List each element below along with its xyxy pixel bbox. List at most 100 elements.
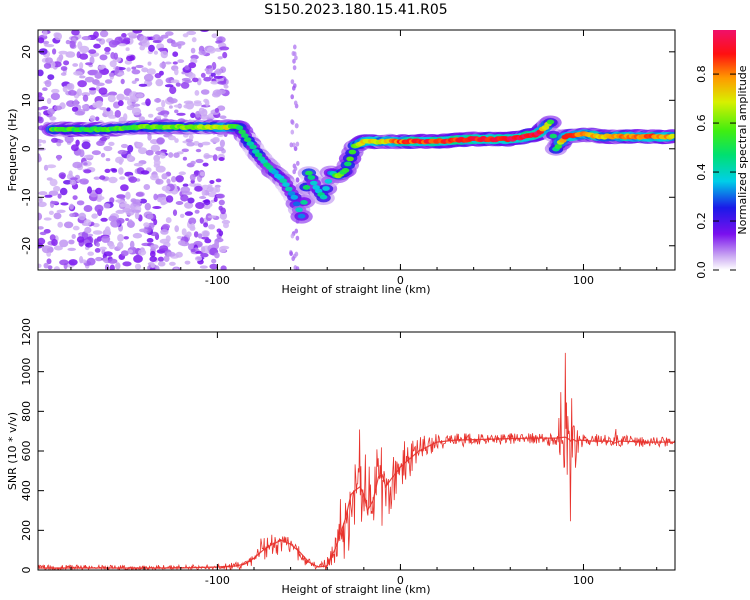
noise-speck: [126, 55, 135, 62]
noise-speck: [177, 59, 185, 63]
noise-speck: [46, 164, 57, 169]
noise-speck: [94, 72, 103, 79]
noise-speck: [198, 50, 207, 56]
noise-speck: [163, 255, 170, 262]
noise-speck: [290, 129, 295, 135]
noise-speck: [79, 53, 89, 60]
noise-speck: [290, 119, 294, 125]
noise-speck: [160, 50, 168, 59]
noise-speck: [74, 110, 85, 116]
noise-speck: [144, 202, 151, 211]
noise-speck: [219, 139, 225, 148]
noise-speck: [135, 192, 144, 197]
noise-speck: [126, 67, 131, 72]
noise-speck: [166, 251, 176, 257]
noise-speck: [108, 40, 118, 48]
noise-speck: [134, 211, 140, 220]
noise-speck: [107, 94, 116, 103]
noise-speck: [147, 133, 152, 141]
noise-speck: [38, 263, 42, 268]
noise-speck: [165, 235, 171, 243]
noise-speck: [47, 108, 55, 115]
noise-speck: [134, 263, 142, 270]
noise-speck: [91, 213, 98, 219]
noise-speck: [169, 261, 176, 266]
noise-speck: [120, 143, 129, 149]
noise-speck: [104, 46, 111, 53]
noise-speck: [132, 30, 143, 34]
noise-speck: [51, 88, 60, 94]
noise-speck: [79, 149, 85, 158]
noise-speck: [175, 175, 184, 183]
noise-speck: [95, 256, 103, 262]
noise-speck: [153, 159, 161, 166]
ridge-cell: [324, 178, 333, 184]
y-tick-label: 600: [20, 441, 33, 462]
noise-speck: [65, 39, 71, 45]
noise-speck: [117, 72, 125, 76]
noise-speck: [174, 68, 179, 76]
ridge-cell: [341, 168, 350, 173]
noise-speck: [217, 133, 224, 137]
noise-speck: [83, 169, 92, 174]
noise-speck: [66, 100, 76, 107]
noise-speck: [186, 141, 195, 147]
noise-speck: [160, 34, 169, 39]
ridge-cell: [302, 185, 311, 190]
ridge-cell: [319, 194, 328, 200]
noise-speck: [186, 30, 197, 36]
noise-speck: [59, 187, 68, 196]
noise-speck: [38, 143, 42, 147]
noise-speck: [54, 32, 62, 41]
noise-speck: [139, 45, 145, 51]
noise-speck: [189, 134, 194, 140]
noise-speck: [103, 145, 113, 152]
noise-speck: [146, 238, 154, 243]
noise-speck: [150, 250, 156, 258]
noise-speck: [204, 154, 214, 158]
noise-speck: [83, 162, 88, 166]
noise-speck: [216, 228, 222, 233]
noise-speck: [126, 98, 132, 106]
noise-speck: [89, 56, 95, 65]
noise-speck: [118, 167, 124, 175]
noise-speck: [68, 259, 78, 266]
noise-speck: [50, 92, 61, 101]
noise-speck: [212, 154, 218, 162]
noise-speck: [153, 218, 158, 226]
noise-speck: [203, 205, 211, 210]
noise-speck: [120, 78, 125, 85]
noise-speck: [116, 209, 123, 214]
noise-speck: [218, 157, 225, 161]
noise-speck: [117, 234, 124, 242]
noise-speck: [71, 106, 79, 112]
noise-speck: [154, 98, 162, 103]
noise-speck: [85, 62, 93, 66]
noise-speck: [108, 215, 118, 222]
noise-speck: [213, 75, 223, 79]
noise-speck: [83, 219, 92, 227]
noise-speck: [106, 107, 111, 112]
noise-speck: [145, 98, 151, 107]
noise-speck: [186, 231, 192, 238]
noise-speck: [84, 226, 92, 234]
noise-speck: [78, 212, 87, 221]
noise-speck: [71, 144, 79, 152]
noise-speck: [98, 65, 105, 70]
noise-speck: [120, 250, 129, 257]
noise-speck: [38, 139, 44, 144]
spectrogram-xlabel: Height of straight line (km): [281, 283, 430, 296]
noise-speck: [161, 185, 171, 192]
noise-speck: [213, 196, 218, 202]
noise-speck: [289, 251, 294, 257]
noise-speck: [188, 217, 197, 225]
ridge-cell: [287, 191, 296, 196]
noise-speck: [68, 170, 73, 177]
noise-speck: [194, 90, 200, 96]
noise-speck: [143, 222, 150, 228]
noise-speck: [124, 96, 130, 101]
noise-speck: [217, 80, 227, 85]
noise-speck: [220, 265, 227, 270]
noise-speck: [200, 253, 209, 258]
